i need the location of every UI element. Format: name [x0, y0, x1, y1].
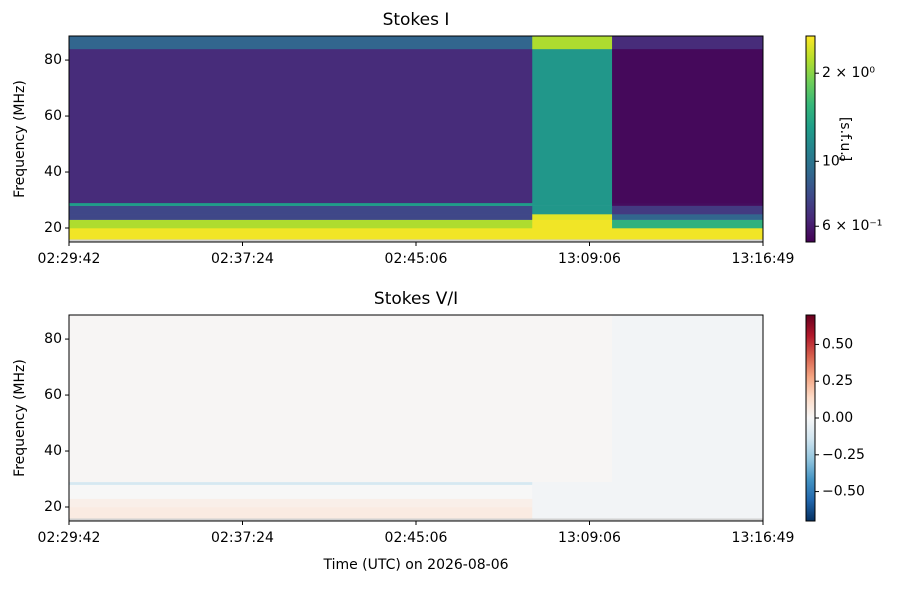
y-tick-label: 60 — [44, 108, 62, 124]
heatmap-cell — [612, 481, 764, 485]
heatmap-cell — [612, 36, 764, 50]
heatmap-cell — [612, 498, 764, 508]
heatmap-cell — [612, 327, 764, 483]
heatmap-cell — [532, 498, 613, 508]
heatmap-cell — [69, 228, 533, 240]
heatmap-cell — [532, 484, 613, 494]
colorbar-label: [s.f.u.] — [837, 117, 853, 161]
heatmap-cell — [69, 239, 533, 243]
heatmap-cell — [612, 202, 764, 206]
heatmap-cell — [532, 327, 613, 483]
colorbar-tick-label: 2 × 10⁰ — [822, 65, 875, 81]
y-tick-label: 40 — [44, 164, 62, 180]
heatmap-cell — [69, 493, 533, 499]
x-tick-label: 13:16:49 — [732, 530, 795, 546]
heatmap-cell — [69, 202, 533, 206]
heatmap-cell — [532, 36, 613, 50]
colorbar-tick-label: 0.00 — [822, 410, 853, 426]
heatmap-cell — [612, 507, 764, 519]
heatmap-cell — [612, 214, 764, 220]
colorbar-tick-label: 10⁰ — [822, 153, 846, 169]
x-tick-label: 02:45:06 — [385, 530, 448, 546]
heatmap-cell — [612, 484, 764, 494]
heatmap-cell — [532, 481, 613, 485]
heatmap-cell — [612, 228, 764, 240]
heatmap-cell — [532, 518, 613, 522]
heatmap-cell — [532, 205, 613, 215]
y-tick-label: 60 — [44, 387, 62, 403]
x-tick-label: 13:09:06 — [558, 530, 621, 546]
heatmap-cell — [532, 493, 613, 499]
x-tick-label: 13:16:49 — [732, 251, 795, 267]
heatmap-cell — [69, 315, 533, 329]
y-tick-label: 80 — [44, 52, 62, 68]
heatmap-cell — [532, 214, 613, 220]
x-tick-label: 02:37:24 — [211, 530, 274, 546]
heatmap-cell — [612, 205, 764, 215]
heatmap-cell — [69, 48, 533, 204]
heatmap-cell — [69, 498, 533, 508]
heatmap-cell — [532, 507, 613, 519]
heatmap-cell — [612, 493, 764, 499]
heatmap-cell — [532, 219, 613, 229]
heatmap-cell — [69, 219, 533, 229]
heatmap-cell — [612, 219, 764, 229]
heatmap-cell — [69, 507, 533, 519]
heatmap-cell — [612, 518, 764, 522]
heatmap-cell — [532, 315, 613, 329]
heatmap-cell — [532, 239, 613, 243]
colorbar-tick-label: −0.25 — [822, 447, 865, 463]
heatmap-cell — [69, 481, 533, 485]
heatmap-cell — [612, 239, 764, 243]
colorbar-tick-label: 0.50 — [822, 336, 853, 352]
y-tick-label: 80 — [44, 331, 62, 347]
chart-title: Stokes I — [383, 10, 450, 30]
x-axis-label: Time (UTC) on 2026-08-06 — [322, 557, 508, 573]
colorbar-tick-label: 0.25 — [822, 373, 853, 389]
chart-title: Stokes V/I — [374, 289, 458, 309]
x-tick-label: 02:29:42 — [38, 251, 101, 267]
heatmap-cell — [69, 214, 533, 220]
heatmap-cell — [532, 228, 613, 240]
heatmap-cell — [612, 48, 764, 204]
y-tick-label: 20 — [44, 220, 62, 236]
x-tick-label: 02:37:24 — [211, 251, 274, 267]
colorbar — [805, 35, 816, 243]
heatmap-cell — [532, 48, 613, 204]
colorbar-tick-label: −0.50 — [822, 484, 865, 500]
y-axis-label: Frequency (MHz) — [12, 359, 28, 477]
x-tick-label: 02:29:42 — [38, 530, 101, 546]
heatmap-cell — [69, 484, 533, 494]
y-axis-label: Frequency (MHz) — [12, 80, 28, 198]
heatmap-cell — [69, 36, 533, 50]
x-tick-label: 13:09:06 — [558, 251, 621, 267]
y-tick-label: 20 — [44, 499, 62, 515]
heatmap-cell — [69, 518, 533, 522]
colorbar — [805, 314, 816, 522]
y-tick-label: 40 — [44, 443, 62, 459]
heatmap-cell — [532, 202, 613, 206]
heatmap-cell — [69, 327, 533, 483]
heatmap-cell — [612, 315, 764, 329]
x-tick-label: 02:45:06 — [385, 251, 448, 267]
colorbar-tick-label: 6 × 10⁻¹ — [822, 218, 882, 234]
heatmap-cell — [69, 205, 533, 215]
